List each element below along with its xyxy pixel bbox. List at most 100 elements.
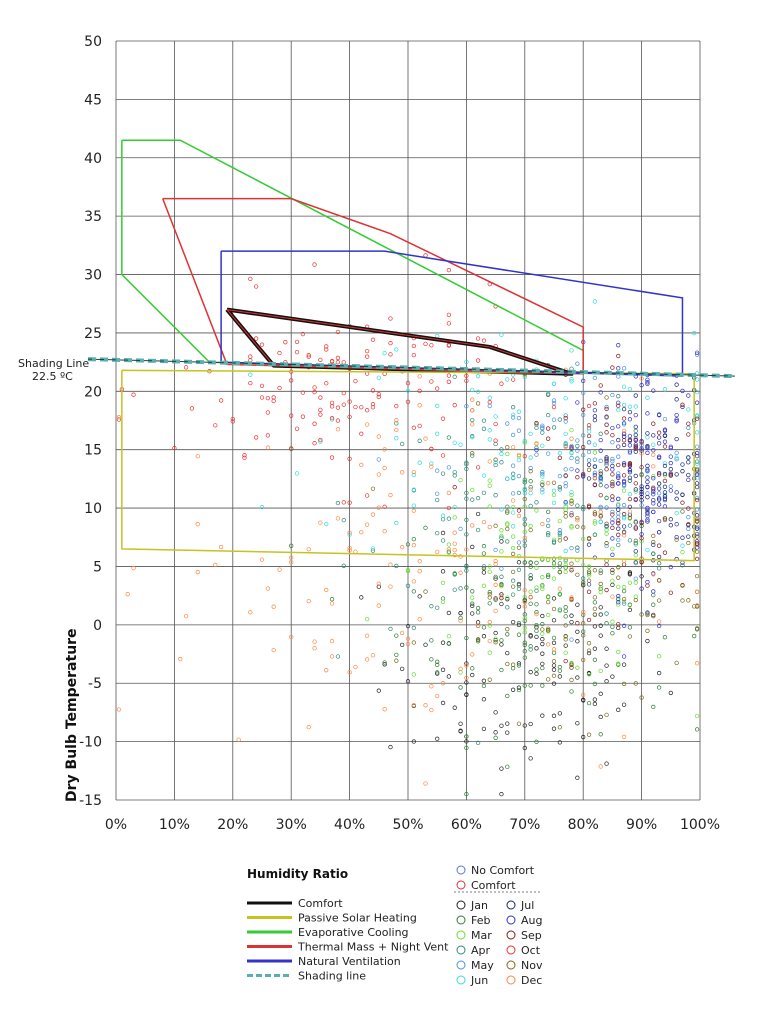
data-point-apr [557,417,562,422]
data-point-nov [563,634,568,639]
data-point-feb [522,598,527,604]
data-point-mar [540,584,545,589]
data-point-dec [417,374,422,379]
data-point-oct [347,500,352,505]
data-point-mar [499,528,504,533]
data-point-aug [694,400,700,405]
data-point-mar [551,492,557,498]
data-point-nov [540,627,545,632]
data-point-jan [464,739,469,744]
data-point-oct [364,493,370,498]
data-point-mar [592,519,598,524]
data-point-apr [540,430,545,435]
data-point-jan [446,674,452,679]
data-point-mar [505,521,510,526]
data-point-apr [452,470,457,475]
data-point-sep [633,496,638,502]
data-point-nov [586,641,592,646]
data-point-feb [411,536,416,542]
data-point-jul [592,414,598,419]
data-point-apr [510,405,516,410]
data-point-mar [557,608,562,614]
data-point-jun [563,548,568,554]
data-point-jul [674,417,679,422]
data-point-sep [621,438,627,443]
data-point-mar [563,504,568,509]
data-point-dec [621,428,627,434]
data-point-dec [324,668,329,673]
data-point-jan [627,607,633,613]
data-point-oct [318,412,323,417]
data-point-aug [656,455,662,461]
data-point-oct [446,312,452,318]
data-point-may [557,532,562,537]
data-point-feb [551,556,557,561]
data-point-apr [458,586,463,591]
legend-month-label: Aug [521,914,542,927]
data-point-sep [639,520,644,526]
data-point-may [686,515,691,520]
data-point-apr [581,507,586,512]
data-point-aug [645,450,650,455]
data-point-oct [370,337,376,342]
data-point-may [586,449,592,455]
data-point-apr [481,426,487,431]
data-point-dec [382,707,387,712]
data-point-aug [694,472,700,477]
data-point-jan [435,671,440,676]
data-point-apr [446,549,452,554]
data-point-apr [452,374,457,379]
x-tick-label: 60% [451,817,482,833]
data-point-mar [604,531,609,536]
data-point-apr [464,517,469,523]
data-point-sep [493,596,498,601]
data-point-may [510,463,516,468]
data-point-apr [499,447,504,452]
data-point-dec [376,472,381,477]
data-point-aug [645,579,650,585]
data-point-sep [639,465,644,470]
data-point-jan [581,697,586,702]
data-point-jul [627,512,633,517]
data-point-mar [528,589,533,594]
data-point-jul [616,475,621,480]
data-point-dec [359,530,364,535]
data-point-jan [493,630,498,636]
data-point-jun [475,389,481,394]
data-point-jul [633,525,638,530]
data-point-oct [248,276,253,282]
data-point-oct [388,340,393,346]
data-point-jun [429,461,434,466]
data-point-nov [510,584,516,589]
data-point-mar [470,487,475,493]
data-point-apr [464,466,469,472]
data-point-dec [405,641,411,647]
data-point-dec [370,512,376,517]
data-point-jan [551,726,557,731]
data-point-dec [382,447,387,452]
data-point-mar [534,508,539,513]
x-tick-label: 80% [568,817,599,833]
data-point-mar [551,537,557,542]
data-point-oct [464,378,469,383]
data-point-dec [265,586,270,591]
data-point-dec [464,547,469,552]
data-point-jul [656,471,662,476]
data-point-sep [694,541,700,546]
data-point-jan [493,710,498,715]
data-point-feb [522,618,527,623]
data-point-sep [686,432,691,437]
data-point-feb [592,657,598,662]
data-point-jan [604,679,609,684]
data-point-mar [487,650,492,655]
data-point-aug [621,478,627,484]
data-point-jan [645,638,650,644]
data-point-jan [411,739,416,744]
data-point-oct [475,336,481,341]
legend-month-marker [506,930,516,940]
data-point-may [674,450,679,456]
data-point-nov [505,445,510,450]
legend-month-marker [506,975,516,985]
data-point-oct [230,419,235,424]
data-point-jun [487,395,492,400]
